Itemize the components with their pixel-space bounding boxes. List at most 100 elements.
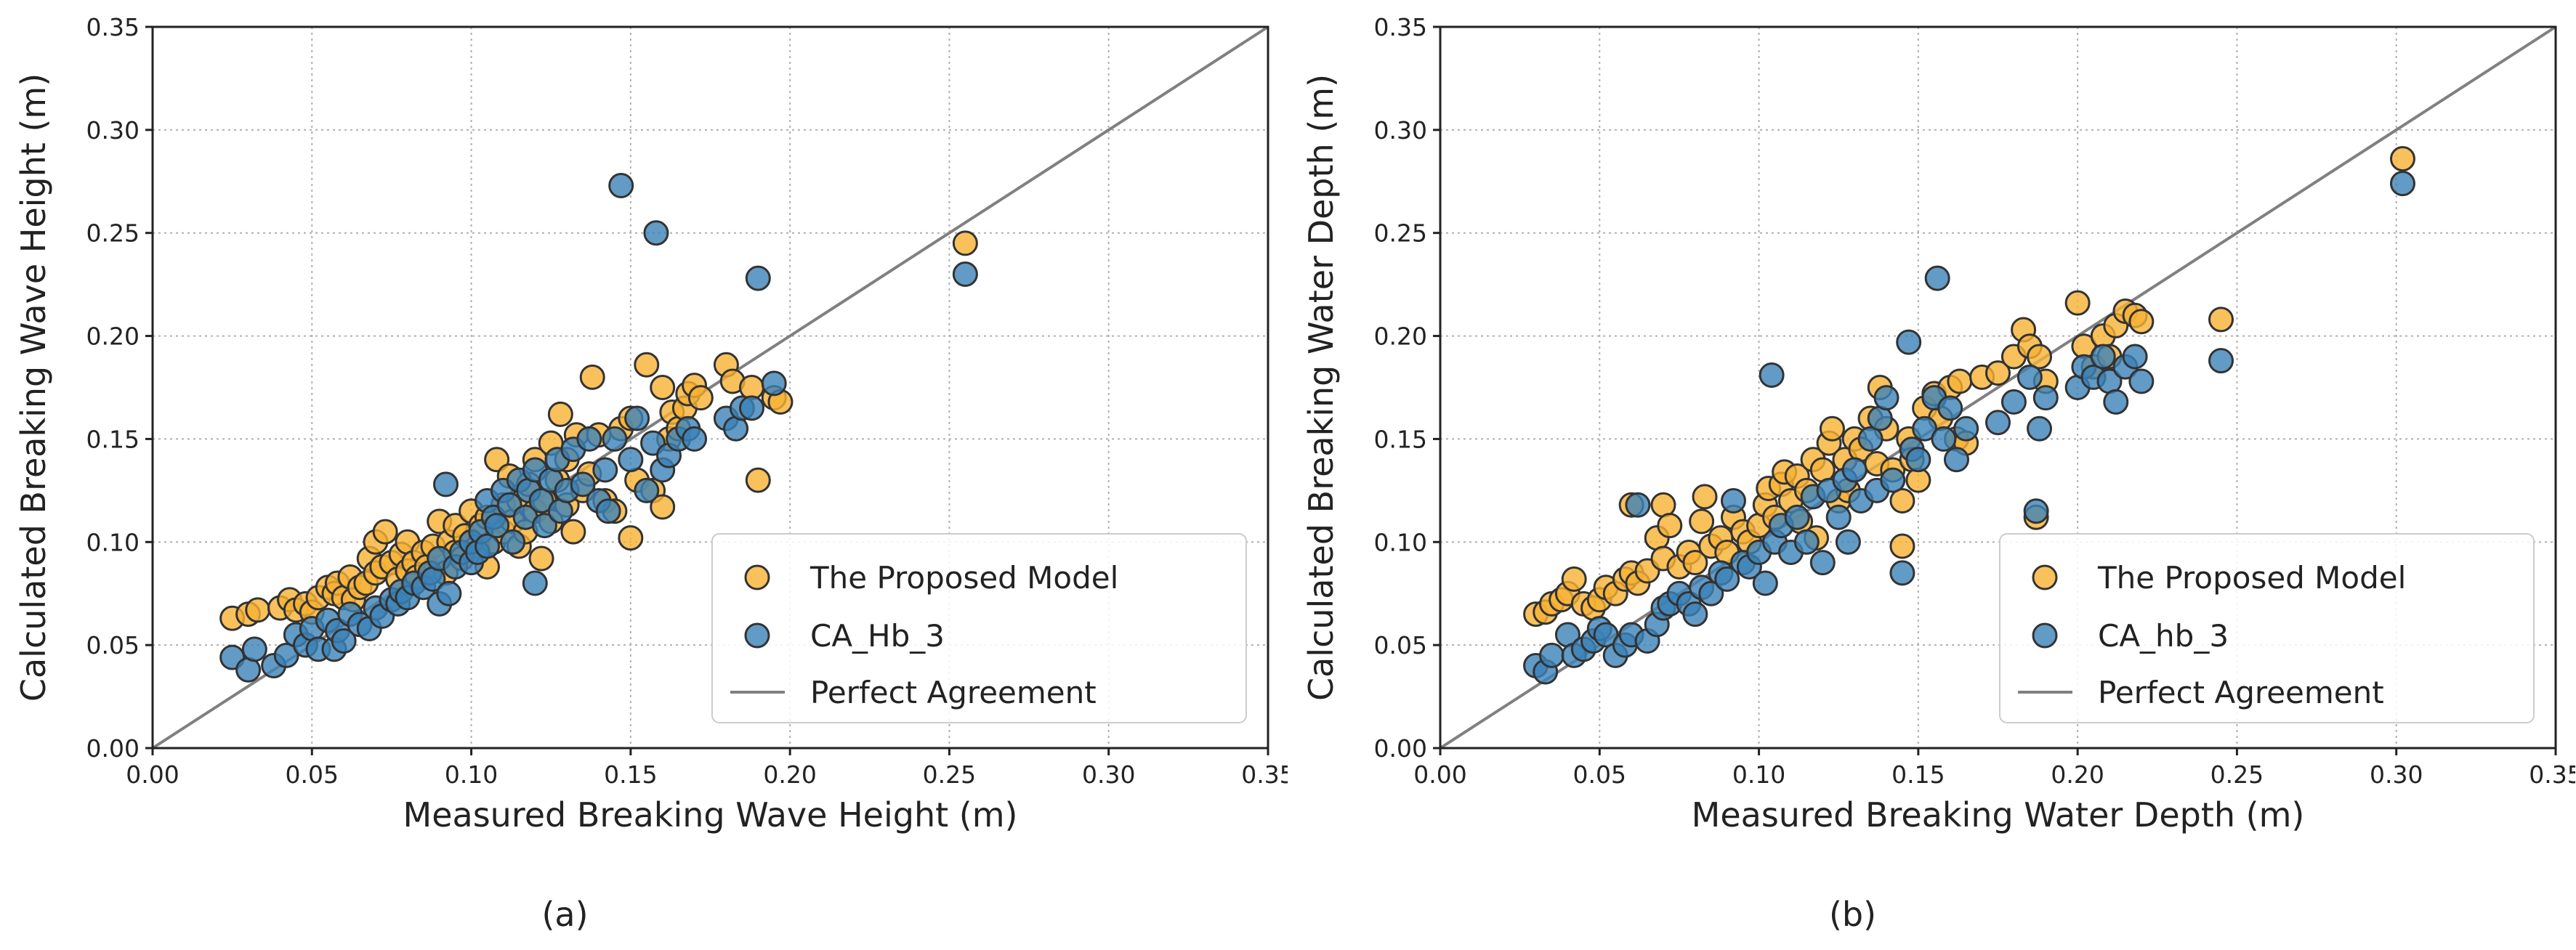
proposed-model-point bbox=[1985, 360, 2011, 386]
series-ca bbox=[219, 172, 978, 683]
ca-point bbox=[2103, 389, 2129, 415]
proposed-model-point bbox=[650, 494, 676, 520]
ca-point bbox=[1835, 529, 1861, 555]
ca-point bbox=[1759, 362, 1785, 388]
proposed-model-point bbox=[245, 597, 271, 623]
y-tick-label: 0.30 bbox=[86, 116, 140, 145]
y-tick-label: 0.20 bbox=[86, 322, 140, 351]
ca-point bbox=[1698, 580, 1724, 606]
proposed-model-point bbox=[1692, 484, 1718, 510]
y-tick-label: 0.25 bbox=[1374, 219, 1427, 248]
ca-point bbox=[1873, 385, 1899, 411]
ca-point bbox=[608, 172, 634, 198]
proposed-model-point bbox=[2208, 306, 2234, 333]
ca-point bbox=[1857, 426, 1883, 452]
y-tick-label: 0.10 bbox=[86, 528, 140, 556]
ca-point bbox=[739, 395, 765, 421]
legend-marker-ca bbox=[744, 622, 770, 649]
legend: The Proposed Model CA_hb_3 Perfect Agreeme… bbox=[1999, 533, 2535, 723]
y-tick-label: 0.35 bbox=[86, 13, 140, 41]
plot-frame bbox=[1439, 25, 2557, 750]
ca-point bbox=[531, 513, 557, 539]
x-tick-label: 0.25 bbox=[2210, 760, 2264, 789]
y-axis-label: Calculated Breaking Wave Height (m) bbox=[14, 73, 53, 702]
scatter-chart-a: 0.00 0.05 0.10 0.15 0.20 0.25 0.30 0.35 0.00 0.05… bbox=[14, 13, 1288, 934]
proposed-model-point bbox=[650, 375, 676, 400]
x-tick-label: 0.35 bbox=[1241, 760, 1288, 789]
proposed-model-point bbox=[1819, 415, 1845, 442]
legend-label: The Proposed Model bbox=[2097, 560, 2406, 596]
x-axis-label: Measured Breaking Wave Height (m) bbox=[403, 795, 1018, 835]
ca-point bbox=[1912, 415, 1938, 442]
ca-point bbox=[1896, 329, 1922, 355]
ca-point bbox=[528, 488, 554, 514]
x-tick-label: 0.25 bbox=[923, 760, 976, 789]
y-tick-label: 0.10 bbox=[1374, 528, 1427, 556]
legend-marker-proposed bbox=[744, 564, 770, 590]
x-tick-label: 0.00 bbox=[126, 760, 179, 789]
legend-label: CA_hb_3 bbox=[2098, 618, 2229, 654]
ca-point bbox=[1880, 467, 1906, 493]
y-tick-label: 0.05 bbox=[1374, 631, 1427, 659]
legend-label: Perfect Agreement bbox=[2098, 675, 2384, 710]
proposed-model-point bbox=[1682, 550, 1708, 576]
y-tick-label: 0.00 bbox=[86, 734, 140, 763]
plot-frame bbox=[151, 25, 1269, 750]
ca-point bbox=[1905, 447, 1931, 473]
proposed-model-point bbox=[952, 230, 978, 256]
y-tick-label: 0.35 bbox=[1374, 13, 1427, 41]
y-tick-label: 0.25 bbox=[86, 219, 140, 248]
x-tick-label: 0.10 bbox=[1732, 760, 1785, 789]
ca-point bbox=[331, 628, 357, 654]
ca-point bbox=[2090, 344, 2116, 370]
ca-point bbox=[484, 513, 510, 539]
ca-point bbox=[1937, 395, 1963, 421]
proposed-model-point bbox=[687, 385, 714, 411]
proposed-model-point bbox=[745, 467, 771, 493]
ca-point bbox=[1682, 601, 1708, 628]
ca-point bbox=[570, 471, 596, 498]
y-tick-label: 0.05 bbox=[86, 631, 140, 659]
y-axis-label: Calculated Breaking Water Depth (m) bbox=[1301, 74, 1341, 701]
x-tick-label: 0.20 bbox=[763, 760, 816, 789]
series-ca bbox=[1523, 171, 2415, 685]
proposed-model-point bbox=[2128, 309, 2155, 335]
x-tick-label: 0.05 bbox=[286, 760, 339, 789]
ca-point bbox=[952, 261, 978, 287]
ca-point bbox=[592, 457, 618, 483]
chart-panel-a: 0.00 0.05 0.10 0.15 0.20 0.25 0.30 0.35 0.00 0.05… bbox=[14, 13, 1288, 934]
ca-point bbox=[2122, 344, 2148, 370]
legend-label: The Proposed Model bbox=[809, 560, 1118, 596]
legend-label: Perfect Agreement bbox=[810, 675, 1097, 710]
ca-point bbox=[1784, 504, 1810, 530]
proposed-model-point bbox=[547, 401, 573, 427]
ca-point bbox=[273, 642, 299, 668]
scatter-chart-b: 0.00 0.05 0.10 0.15 0.20 0.25 0.30 0.35 0.00 0.05… bbox=[1301, 13, 2575, 934]
x-tick-label: 0.15 bbox=[1891, 760, 1945, 789]
ca-point bbox=[500, 529, 526, 555]
x-tick-label: 0.10 bbox=[445, 760, 498, 789]
proposed-model-point bbox=[372, 519, 398, 545]
ca-point bbox=[761, 370, 787, 397]
ca-point bbox=[522, 570, 548, 596]
ca-point bbox=[1825, 504, 1852, 530]
legend-box bbox=[1999, 533, 2535, 723]
proposed-model-point bbox=[1561, 566, 1587, 592]
x-tick-label: 0.15 bbox=[604, 760, 657, 789]
ca-point bbox=[2389, 171, 2415, 197]
ca-point bbox=[432, 471, 459, 498]
ca-point bbox=[1953, 415, 1979, 442]
x-axis-label: Measured Breaking Water Depth (m) bbox=[1692, 795, 2305, 835]
legend-label: CA_Hb_3 bbox=[810, 618, 945, 654]
ca-point bbox=[475, 533, 500, 559]
ca-point bbox=[1720, 488, 1746, 514]
proposed-model-point bbox=[528, 545, 554, 572]
ca-point bbox=[241, 636, 267, 662]
proposed-model-point bbox=[2027, 344, 2053, 370]
x-tick-label: 0.30 bbox=[2370, 760, 2423, 789]
ca-point bbox=[745, 265, 771, 291]
legend-marker-ca bbox=[2032, 622, 2058, 649]
ca-point bbox=[634, 477, 660, 503]
ca-point bbox=[1924, 265, 1950, 291]
proposed-model-point bbox=[484, 447, 510, 473]
